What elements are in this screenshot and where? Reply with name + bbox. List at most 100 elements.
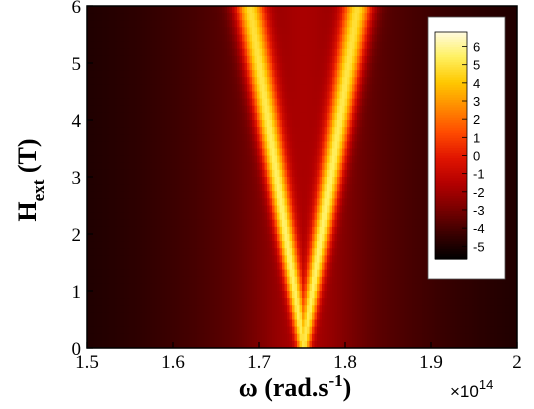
heatmap-cell: [402, 184, 406, 192]
heatmap-cell: [144, 148, 148, 157]
heatmap-cell: [367, 169, 371, 178]
heatmap-cell: [184, 41, 188, 50]
heatmap-cell: [207, 77, 211, 85]
heatmap-cell: [234, 98, 238, 107]
heatmap-cell: [104, 184, 108, 192]
heatmap-cell: [109, 20, 113, 28]
heatmap-cell: [109, 205, 113, 214]
heatmap-cell: [117, 141, 121, 150]
heatmap-cell: [109, 184, 113, 192]
heatmap-cell: [257, 184, 261, 192]
heatmap-cell: [334, 205, 338, 214]
heatmap-cell: [352, 55, 356, 64]
heatmap-cell: [484, 6, 488, 14]
heatmap-cell: [354, 91, 358, 100]
heatmap-cell: [284, 98, 288, 107]
heatmap-cell: [224, 41, 228, 50]
heatmap-cell: [149, 205, 153, 214]
heatmap-cell: [299, 27, 303, 36]
heatmap-cell: [244, 205, 248, 214]
heatmap-cell: [99, 191, 103, 199]
heatmap-cell: [127, 205, 131, 214]
heatmap-cell: [147, 155, 151, 164]
heatmap-cell: [394, 105, 398, 114]
heatmap-cell: [232, 91, 236, 100]
heatmap-cell: [269, 134, 273, 142]
heatmap-cell: [242, 48, 246, 57]
heatmap-cell: [312, 70, 316, 78]
heatmap-cell: [304, 105, 308, 114]
heatmap-cell: [299, 205, 303, 214]
heatmap-cell: [212, 13, 216, 21]
heatmap-cell: [244, 63, 248, 71]
heatmap-cell: [219, 63, 223, 71]
heatmap-cell: [387, 6, 391, 14]
heatmap-cell: [104, 6, 108, 14]
heatmap-cell: [127, 6, 131, 14]
heatmap-cell: [409, 55, 413, 64]
heatmap-cell: [294, 205, 298, 214]
heatmap-cell: [322, 41, 326, 50]
heatmap-cell: [142, 169, 146, 178]
heatmap-cell: [194, 6, 198, 14]
heatmap-cell: [409, 127, 413, 135]
heatmap-cell: [92, 105, 96, 114]
heatmap-cell: [374, 48, 378, 57]
heatmap-cell: [289, 13, 293, 21]
heatmap-cell: [292, 34, 296, 43]
heatmap-cell: [314, 141, 318, 150]
heatmap-cell: [404, 27, 408, 36]
heatmap-cell: [249, 198, 253, 207]
heatmap-cell: [452, 6, 456, 14]
heatmap-cell: [344, 120, 348, 128]
heatmap-cell: [342, 205, 346, 214]
heatmap-cell: [409, 112, 413, 121]
heatmap-cell: [129, 41, 133, 50]
heatmap-cell: [192, 105, 196, 114]
heatmap-cell: [364, 55, 368, 64]
heatmap-cell: [137, 198, 141, 207]
heatmap-cell: [237, 63, 241, 71]
heatmap-cell: [232, 98, 236, 107]
heatmap-cell: [99, 63, 103, 71]
heatmap-cell: [199, 70, 203, 78]
heatmap-cell: [347, 112, 351, 121]
heatmap-cell: [279, 141, 283, 150]
heatmap-cell: [87, 77, 91, 85]
heatmap-cell: [177, 141, 181, 150]
heatmap-cell: [97, 20, 101, 28]
heatmap-cell: [284, 134, 288, 142]
heatmap-cell: [192, 20, 196, 28]
heatmap-cell: [297, 63, 301, 71]
heatmap-cell: [194, 27, 198, 36]
heatmap-cell: [362, 205, 366, 214]
heatmap-cell: [422, 112, 426, 121]
heatmap-cell: [274, 48, 278, 57]
heatmap-cell: [242, 70, 246, 78]
heatmap-cell: [284, 148, 288, 157]
heatmap-cell: [137, 55, 141, 64]
heatmap-cell: [249, 155, 253, 164]
heatmap-cell: [249, 141, 253, 150]
heatmap-cell: [299, 198, 303, 207]
heatmap-cell: [227, 98, 231, 107]
heatmap-cell: [177, 84, 181, 93]
heatmap-cell: [89, 141, 93, 150]
heatmap-cell: [219, 77, 223, 85]
heatmap-cell: [179, 98, 183, 107]
heatmap-cell: [274, 13, 278, 21]
heatmap-cell: [134, 77, 138, 85]
heatmap-cell: [377, 191, 381, 199]
heatmap-cell: [272, 134, 276, 142]
heatmap-cell: [289, 177, 293, 185]
heatmap-cell: [509, 84, 513, 93]
heatmap-cell: [277, 105, 281, 114]
heatmap-cell: [122, 34, 126, 43]
heatmap-cell: [164, 6, 168, 14]
heatmap-cell: [419, 6, 423, 14]
heatmap-cell: [217, 70, 221, 78]
heatmap-cell: [109, 77, 113, 85]
heatmap-cell: [274, 84, 278, 93]
heatmap-cell: [294, 191, 298, 199]
heatmap-cell: [109, 162, 113, 171]
